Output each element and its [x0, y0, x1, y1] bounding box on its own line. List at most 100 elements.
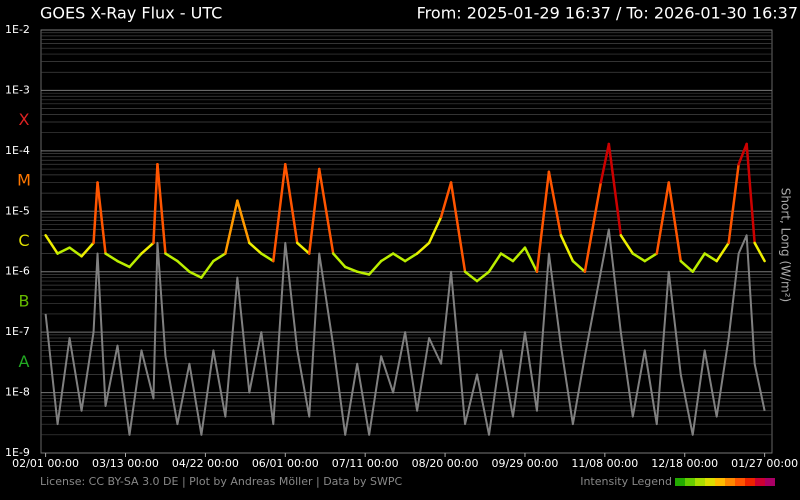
legend-swatch: [675, 478, 685, 486]
long-flux-segment: [415, 241, 431, 255]
x-tick-label: 12/18 00:00: [651, 457, 718, 470]
x-tick-label: 09/29 00:00: [492, 457, 559, 470]
long-flux-segment: [715, 241, 730, 263]
long-flux-segment: [200, 259, 215, 279]
long-flux-segment: [655, 181, 671, 255]
long-flux-segment: [176, 259, 191, 273]
x-tick-label: 01/27 00:00: [731, 457, 798, 470]
long-flux-segment: [727, 163, 740, 245]
x-tick-label: 03/13 00:00: [92, 457, 159, 470]
long-flux-segment: [571, 259, 587, 273]
long-flux-segment: [703, 252, 718, 263]
x-tick-label: 06/01 00:00: [252, 457, 319, 470]
x-tick-label: 07/11 00:00: [332, 457, 399, 470]
y-tick-label: 1E-6: [5, 265, 30, 278]
long-flux-segment: [439, 181, 453, 219]
long-flux-segment: [631, 252, 647, 263]
x-tick-label: 08/20 00:00: [412, 457, 479, 470]
long-flux-segment: [535, 170, 551, 273]
legend-swatch: [765, 478, 775, 486]
long-flux-segment: [44, 234, 59, 255]
legend-swatch: [755, 478, 765, 486]
long-flux-segment: [104, 252, 119, 263]
long-flux-segment: [331, 252, 347, 269]
long-flux-segment: [140, 241, 155, 255]
long-flux-segment: [116, 259, 131, 269]
long-flux-segment: [379, 252, 395, 263]
legend-swatch: [715, 478, 725, 486]
long-flux-segment: [475, 270, 491, 283]
legend-swatch: [725, 478, 735, 486]
x-tick-label: 11/08 00:00: [571, 457, 638, 470]
long-flux-segment: [463, 270, 479, 283]
class-letter: B: [19, 291, 30, 310]
long-flux-segment: [307, 167, 321, 255]
long-flux-segment: [449, 181, 467, 273]
footer: License: CC BY-SA 3.0 DE | Plot by Andre…: [40, 475, 402, 488]
long-flux-segment: [156, 163, 167, 255]
long-flux-segment: [56, 246, 71, 255]
long-flux-segment: [367, 259, 383, 276]
long-flux-segment: [152, 163, 159, 245]
long-flux-segment: [745, 142, 756, 245]
y-tick-label: 1E-3: [5, 83, 30, 96]
short-flux-line: [44, 228, 766, 436]
long-flux-segment: [272, 163, 287, 263]
legend-swatch: [735, 478, 745, 486]
long-flux-segment: [212, 252, 227, 263]
long-flux-segment: [679, 259, 694, 273]
legend-swatch: [695, 478, 705, 486]
legend-swatch: [705, 478, 715, 486]
x-tick-label: 04/22 00:00: [172, 457, 239, 470]
long-flux-segment: [547, 170, 563, 237]
y-tick-label: 1E-2: [5, 23, 30, 36]
legend-label: Intensity Legend: [580, 475, 672, 488]
long-flux-segment: [128, 252, 143, 269]
long-flux-segment: [737, 142, 748, 166]
class-letter: X: [19, 110, 30, 129]
class-letter: M: [17, 171, 31, 190]
long-flux-segment: [391, 252, 407, 263]
x-tick-label: 02/01 00:00: [12, 457, 79, 470]
long-flux-segment: [248, 241, 263, 255]
long-flux-segment: [511, 246, 527, 263]
long-flux-segment: [643, 252, 659, 263]
long-flux-segment: [667, 181, 682, 263]
long-flux-segment: [523, 246, 539, 273]
y-tick-label: 1E-5: [5, 204, 30, 217]
y-tick-label: 1E-8: [5, 386, 30, 399]
long-flux-segment: [343, 265, 359, 273]
legend-swatch: [745, 478, 755, 486]
long-flux-segment: [599, 142, 611, 184]
long-flux-segment: [284, 163, 299, 245]
long-flux-segment: [296, 241, 311, 255]
long-flux-segment: [164, 252, 179, 263]
long-flux-segment: [753, 241, 766, 263]
chart-subtitle: From: 2025-01-29 16:37 / To: 2026-01-30 …: [417, 4, 798, 23]
class-letter: A: [19, 352, 30, 371]
y-tick-label: 1E-4: [5, 144, 30, 157]
long-flux-segment: [260, 252, 275, 263]
long-flux-segment: [188, 270, 203, 279]
long-flux-segment: [427, 215, 443, 245]
legend-swatch: [685, 478, 695, 486]
long-flux-segment: [236, 199, 251, 245]
long-flux-segment: [355, 270, 371, 276]
long-flux-segment: [96, 181, 107, 255]
y-tick-label: 1E-9: [5, 446, 30, 459]
long-flux-segment: [487, 252, 503, 273]
long-flux-segment: [224, 199, 239, 255]
y-axis-label: Short, Long (W/m²): [779, 188, 793, 302]
long-flux-segment: [92, 181, 99, 245]
long-flux-segment: [607, 142, 623, 237]
long-flux-segment: [499, 252, 515, 263]
chart-title: GOES X-Ray Flux - UTC: [40, 4, 222, 23]
long-flux-segment: [317, 167, 335, 255]
long-flux-segment: [403, 252, 419, 263]
long-flux-segment: [619, 234, 635, 255]
long-flux-segment: [559, 234, 575, 263]
class-letter: C: [18, 231, 29, 250]
long-flux-segment: [691, 252, 706, 273]
